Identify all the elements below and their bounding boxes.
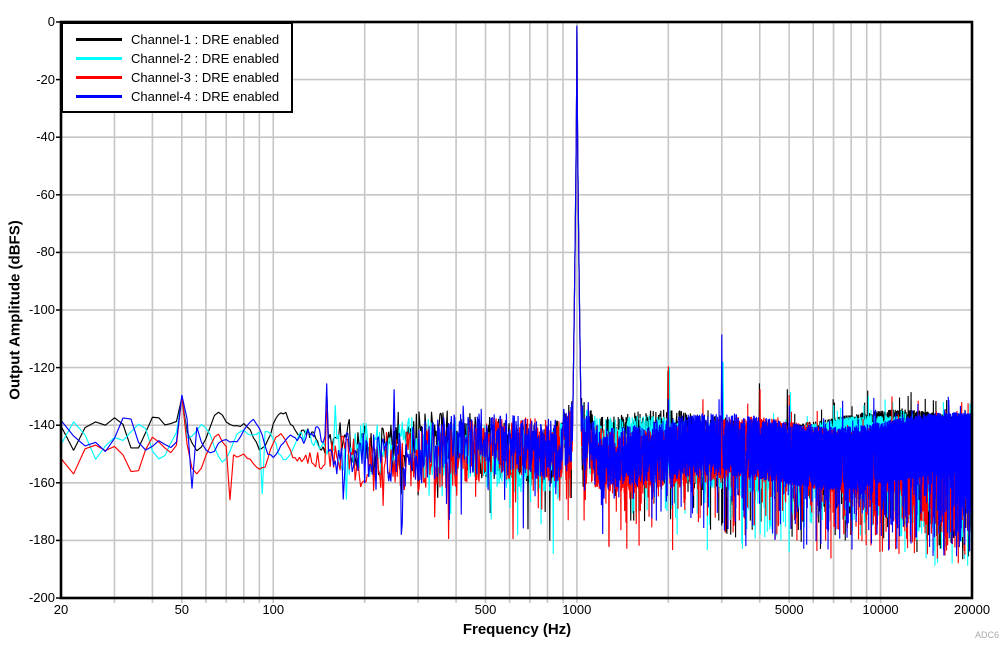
y-tick--100: -100 (28, 302, 55, 317)
x-tick-100: 100 (262, 602, 285, 617)
legend-entry-channel-3: Channel-3 : DRE enabled (76, 68, 279, 86)
x-tick-5000: 5000 (774, 602, 804, 617)
y-tick-0: 0 (47, 14, 55, 29)
legend-line-channel-3 (76, 75, 122, 79)
legend-label-channel-2: Channel-2 : DRE enabled (131, 50, 280, 66)
x-tick-20: 20 (53, 602, 69, 617)
y-tick--160: -160 (28, 474, 55, 490)
y-tick--60: -60 (36, 186, 55, 202)
x-tick-500: 500 (474, 602, 497, 617)
legend-label-channel-3: Channel-3 : DRE enabled (131, 69, 280, 85)
watermark: ADC6 (975, 630, 1000, 640)
legend: Channel-1 : DRE enabled Channel-2 : DRE e… (61, 22, 294, 113)
legend-entry-channel-2: Channel-2 : DRE enabled (76, 49, 279, 67)
legend-line-channel-2 (76, 56, 122, 60)
y-tick--120: -120 (28, 359, 55, 375)
legend-entry-channel-1: Channel-1 : DRE enabled (76, 30, 279, 48)
y-tick--180: -180 (28, 532, 55, 548)
x-tick-10000: 10000 (862, 602, 899, 617)
y-tick--40: -40 (36, 129, 55, 145)
y-tick--200: -200 (28, 590, 55, 605)
legend-line-channel-1 (76, 37, 122, 41)
x-tick-50: 50 (174, 602, 190, 617)
x-tick-20000: 20000 (953, 602, 991, 617)
legend-line-channel-4 (76, 94, 122, 98)
legend-label-channel-4: Channel-4 : DRE enabled (131, 88, 280, 104)
legend-entry-channel-4: Channel-4 : DRE enabled (76, 87, 279, 105)
legend-label-channel-1: Channel-1 : DRE enabled (131, 31, 280, 47)
y-tick--80: -80 (36, 244, 55, 260)
x-axis-title: Frequency (Hz) (462, 621, 572, 638)
y-tick--140: -140 (28, 417, 55, 433)
x-tick-1000: 1000 (562, 602, 592, 617)
y-tick--20: -20 (36, 71, 55, 87)
